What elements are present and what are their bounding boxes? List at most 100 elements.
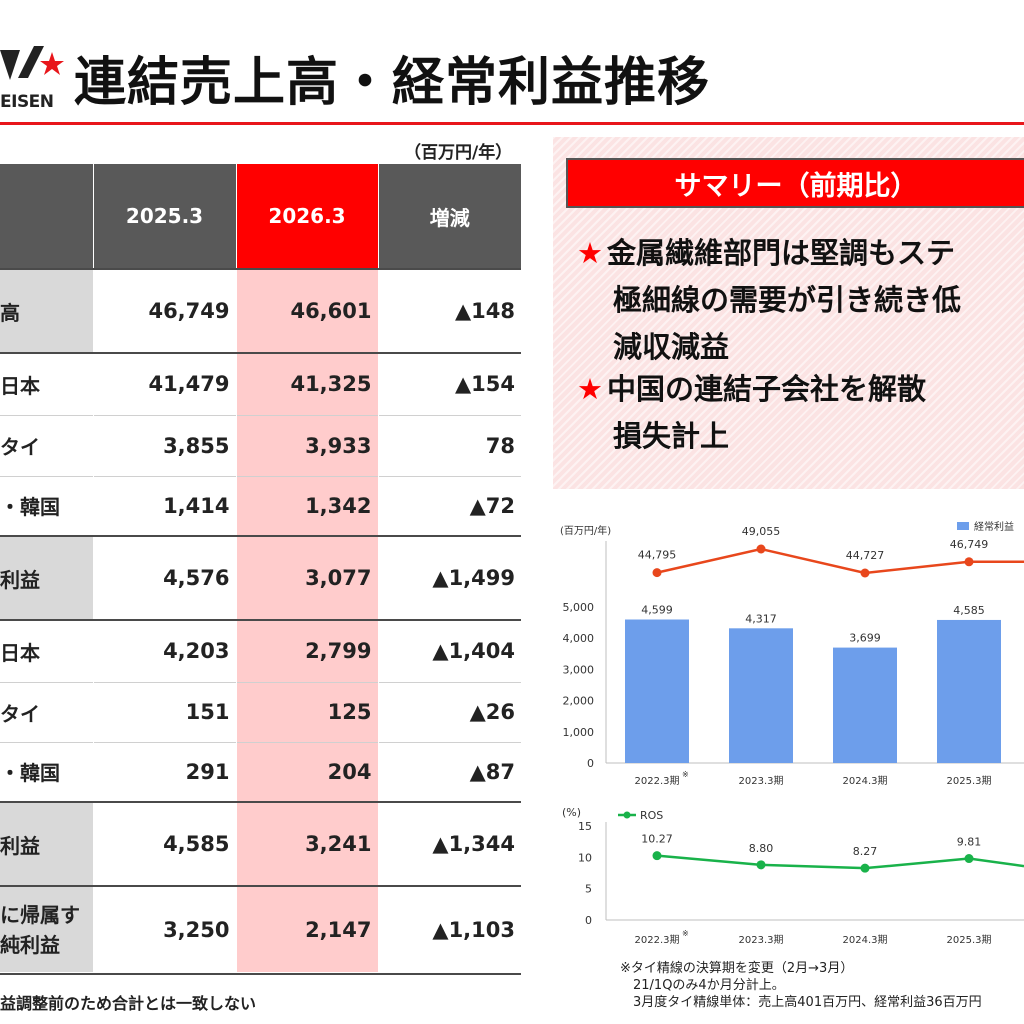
table-unit-label: （百万円/年） [404, 143, 513, 163]
bullet-text: 金属繊維部門は堅調もステ [607, 236, 956, 270]
footnote-line: 3月度タイ精線単体：売上高401百万円、経常利益36百万円 [620, 995, 982, 1010]
bullet-text: 極細線の需要が引き続き低 [613, 283, 962, 317]
chart2-x-tick-label: 2024.3期 [843, 934, 888, 946]
cell-value: 2,147 [235, 885, 378, 972]
chart2-ros-label: 8.80 [749, 842, 774, 855]
column-header-2025: 2025.3 [92, 164, 236, 269]
chart1-sales-label: 44,795 [638, 549, 677, 562]
chart1-x-tick-label: 2022.3期 [635, 775, 680, 787]
cell-value: 3,077 [235, 535, 378, 620]
cell-value: ▲72 [377, 475, 521, 536]
chart1-legend-swatch [957, 522, 969, 530]
chart2-unit-label: (%) [562, 806, 581, 819]
chart1-bar-label: 4,599 [641, 604, 673, 617]
footnote-line: ※タイ精線の決算期を変更（2月→3月） [620, 961, 854, 976]
row-label: 日本 [0, 619, 93, 682]
bullet-text: 減収減益 [613, 330, 730, 364]
chart1-y-tick-label: 2,000 [563, 695, 595, 708]
cell-value: 4,585 [92, 801, 236, 886]
chart1-bar [625, 619, 689, 763]
chart1-sales-label: 44,727 [846, 549, 885, 562]
chart1-y-tick-label: 0 [587, 757, 594, 770]
chart1-sales-point [964, 557, 974, 567]
chart2-ros-point [860, 863, 870, 873]
table-row: に帰属す 純利益 3,250 2,147 ▲1,103 [0, 885, 521, 972]
cell-value: ▲1,103 [377, 885, 521, 972]
row-label: に帰属す 純利益 [0, 885, 93, 972]
chart2-ros-label: 8.27 [853, 845, 878, 858]
cell-value: ▲26 [377, 681, 521, 742]
chart2-y-tick-label: 10 [578, 851, 592, 864]
row-label: 利益 [0, 801, 93, 886]
chart1-bar-label: 4,317 [745, 612, 777, 625]
cell-value: 4,203 [92, 619, 236, 682]
chart2-x-tick-mark: ※ [682, 929, 689, 938]
chart1-sales-point [652, 568, 662, 578]
cell-value: 41,325 [235, 352, 378, 415]
row-label: タイ [0, 414, 93, 476]
chart1-y-tick-label: 5,000 [563, 601, 595, 614]
chart1-x-tick-mark: ※ [682, 770, 689, 779]
cell-value: 125 [235, 681, 378, 742]
table-row: 日本 4,203 2,799 ▲1,404 [0, 619, 521, 682]
row-label: 日本 [0, 352, 93, 415]
star-icon: ★ [577, 372, 603, 406]
row-label-line: に帰属す [0, 902, 80, 927]
column-header-label [0, 164, 93, 269]
chart1-x-tick-label: 2025.3期 [947, 775, 992, 787]
chart1-legend-label: 経常利益 [974, 520, 1014, 533]
cell-value: ▲1,344 [377, 801, 521, 886]
cell-value: 3,933 [235, 414, 378, 476]
logo-text: EISEN [0, 92, 54, 112]
title-rule [0, 122, 1024, 125]
table-row: 高 46,749 46,601 ▲148 [0, 268, 521, 353]
page-title: 連結売上高・経常利益推移 [74, 53, 711, 113]
row-label: タイ [0, 681, 93, 742]
cell-value: 41,479 [92, 352, 236, 415]
company-logo [0, 46, 64, 80]
table-row: 利益 4,576 3,077 ▲1,499 [0, 535, 521, 620]
row-label: ・韓国 [0, 741, 93, 802]
chart2-x-tick-label: 2025.3期 [947, 934, 992, 946]
cell-value: ▲1,499 [377, 535, 521, 620]
chart1-x-tick-label: 2023.3期 [739, 775, 784, 787]
chart1-y-tick-label: 4,000 [563, 632, 595, 645]
cell-value: 1,342 [235, 475, 378, 536]
table-row: ・韓国 291 204 ▲87 [0, 741, 521, 802]
chart1-bar-label: 4,585 [953, 604, 985, 617]
chart2-ros-point [964, 854, 974, 864]
cell-value: ▲148 [377, 268, 521, 353]
chart1-x-tick-label: 2024.3期 [843, 775, 888, 787]
summary-bullet: ★ 中国の連結子会社を解散 損失計上 [577, 366, 926, 460]
star-icon: ★ [577, 236, 603, 270]
chart1-sales-point [860, 568, 870, 578]
table-note: 益調整前のため合計とは一致しない [0, 994, 257, 1013]
chart1-sales-label: 49,055 [742, 525, 781, 538]
chart1-y-tick-label: 3,000 [563, 663, 595, 676]
chart2-y-tick-label: 15 [578, 820, 592, 833]
footnote-line: 21/1Qのみ4か月分計上。 [620, 978, 785, 993]
cell-value: 151 [92, 681, 236, 742]
chart1-bar [833, 647, 897, 763]
cell-value: 3,241 [235, 801, 378, 886]
chart1-sales-label: 46,749 [950, 538, 989, 551]
cell-value: 4,576 [92, 535, 236, 620]
chart2-legend-label: ROS [640, 809, 663, 822]
chart1-bar [937, 619, 1001, 763]
column-header-change: 増減 [377, 164, 521, 269]
row-label: 高 [0, 268, 93, 353]
table-row: タイ 3,855 3,933 78 [0, 414, 521, 476]
cell-value: 3,855 [92, 414, 236, 476]
row-label-line: 純利益 [0, 932, 60, 957]
chart1-y-tick-label: 1,000 [563, 726, 595, 739]
cell-value: 46,749 [92, 268, 236, 353]
cell-value: 291 [92, 741, 236, 802]
chart1-sales-point [756, 544, 766, 554]
cell-value: ▲154 [377, 352, 521, 415]
table-bottom-rule [0, 973, 521, 975]
chart2-ros-label: 9.81 [957, 836, 982, 849]
bullet-text: 中国の連結子会社を解散 [607, 372, 927, 406]
cell-value: 3,250 [92, 885, 236, 972]
chart2-y-tick-label: 5 [585, 883, 592, 896]
chart1-bar [729, 628, 793, 763]
